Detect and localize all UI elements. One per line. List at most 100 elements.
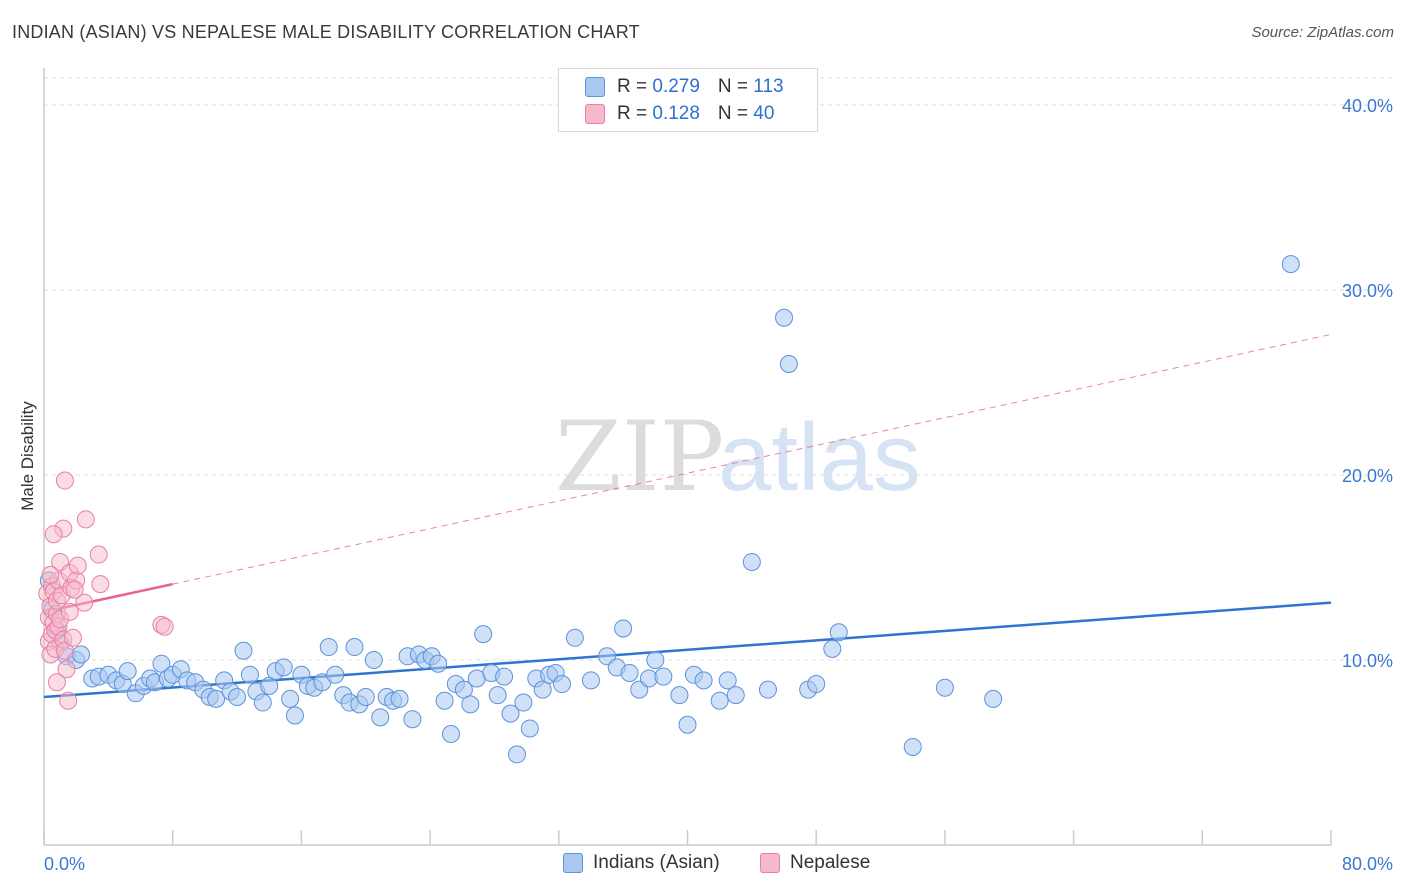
nepalese-point	[91, 575, 110, 594]
indians-point	[565, 628, 584, 647]
indians-point	[533, 680, 552, 699]
indians-point	[823, 639, 842, 658]
nepalese-point	[41, 565, 60, 584]
indians-point	[474, 625, 493, 644]
indians-point	[356, 688, 375, 706]
y-tick-label: 10.0%	[1342, 651, 1393, 671]
legend-r-value: 0.279	[652, 76, 700, 97]
bottom-swatch-nepalese	[760, 853, 780, 873]
indians-point	[207, 689, 226, 708]
indians-point	[364, 651, 383, 669]
legend-swatch-nepalese	[585, 104, 605, 124]
indians-point	[654, 667, 673, 686]
indians-point	[984, 689, 1003, 708]
x-min-label: 0.0%	[44, 854, 85, 874]
nepalese-point	[55, 641, 74, 660]
indians-point	[274, 658, 293, 677]
x-max-label: 80.0%	[1342, 854, 1393, 874]
indians-point	[507, 745, 526, 764]
nepalese-point	[89, 545, 108, 564]
indians-point	[345, 638, 364, 657]
indians-point	[72, 645, 91, 664]
indians-point	[442, 725, 461, 743]
nepalese-point	[155, 617, 174, 636]
indians-point	[234, 641, 253, 660]
nepalese-point	[76, 510, 95, 529]
legend-n-value: 113	[753, 76, 784, 97]
indians-point	[326, 665, 345, 684]
indians-point	[228, 688, 247, 706]
indians-point	[495, 667, 514, 686]
indians-point	[670, 686, 689, 705]
nepalese-point	[59, 691, 78, 710]
legend-r-label: R =	[617, 103, 653, 124]
indians-point	[435, 691, 454, 710]
watermark: ZIP atlas	[555, 401, 921, 513]
indians-point	[488, 686, 507, 705]
y-tick-label: 20.0%	[1342, 466, 1393, 486]
indians-point	[742, 552, 761, 571]
legend-r-label: R =	[617, 76, 653, 97]
indians-point	[726, 686, 745, 705]
bottom-legend-nepalese: Nepalese	[760, 852, 870, 874]
indians-point	[371, 708, 390, 727]
indians-point	[903, 737, 922, 756]
indians-point	[614, 619, 633, 638]
bottom-swatch-indians	[563, 853, 583, 873]
indians-point	[240, 665, 259, 684]
legend-row-indians: R = 0.279 N = 113	[585, 75, 784, 99]
nepalese-point	[47, 673, 66, 692]
indians-point	[520, 719, 539, 738]
indians-point	[461, 695, 480, 714]
indians-point	[646, 651, 665, 669]
nepalese-point	[60, 602, 79, 621]
legend-n-label: N =	[717, 76, 754, 97]
legend-row-nepalese: R = 0.128 N = 40	[585, 102, 774, 126]
legend-r-value: 0.128	[652, 103, 700, 124]
indians-point	[807, 675, 826, 694]
nepalese-point	[65, 580, 84, 599]
nepalese-point	[63, 628, 82, 647]
indians-point	[779, 355, 798, 373]
indians-point	[285, 706, 304, 725]
indians-point	[710, 691, 729, 710]
nepalese-point	[44, 525, 63, 544]
source-label: Source: ZipAtlas.com	[1251, 24, 1394, 41]
bottom-label-nepalese: Nepalese	[790, 852, 871, 873]
y-tick-label: 40.0%	[1342, 96, 1393, 116]
x-ticks	[43, 830, 1332, 845]
indians-point	[390, 689, 409, 708]
indians-point	[581, 671, 600, 690]
watermark-atlas: atlas	[718, 404, 921, 511]
watermark-zip: ZIP	[555, 401, 724, 513]
nepalese-point	[75, 593, 94, 612]
legend: R = 0.279 N = 113 R = 0.128 N = 40	[558, 68, 818, 132]
indians-point	[152, 654, 171, 673]
nepalese-point	[57, 660, 76, 679]
y-tick-labels: 10.0% 20.0% 30.0% 40.0%	[1342, 96, 1393, 671]
indians-point	[454, 680, 473, 699]
y-tick-label: 30.0%	[1342, 281, 1393, 301]
gridlines	[44, 77, 1393, 661]
indians-trend	[43, 601, 1332, 699]
indians-point	[501, 704, 520, 723]
y-axis-title: Male Disability	[18, 401, 37, 511]
indians-point	[403, 710, 422, 729]
nepalese-point	[68, 556, 87, 575]
indians-point	[281, 689, 300, 708]
indians-point	[775, 308, 794, 327]
indians-point	[553, 675, 572, 694]
indians-point	[694, 671, 713, 690]
indians-point	[260, 676, 279, 695]
bottom-legend-indians: Indians (Asian)	[563, 852, 720, 874]
indians-point	[678, 715, 697, 734]
legend-swatch-indians	[585, 77, 605, 97]
indians-point	[758, 680, 777, 699]
legend-n-value: 40	[753, 103, 775, 124]
indians-point	[829, 623, 848, 642]
nepalese-points	[38, 471, 174, 710]
indians-trend-line	[43, 601, 1332, 699]
indians-point	[319, 638, 338, 657]
bottom-label-indians: Indians (Asian)	[593, 852, 720, 873]
